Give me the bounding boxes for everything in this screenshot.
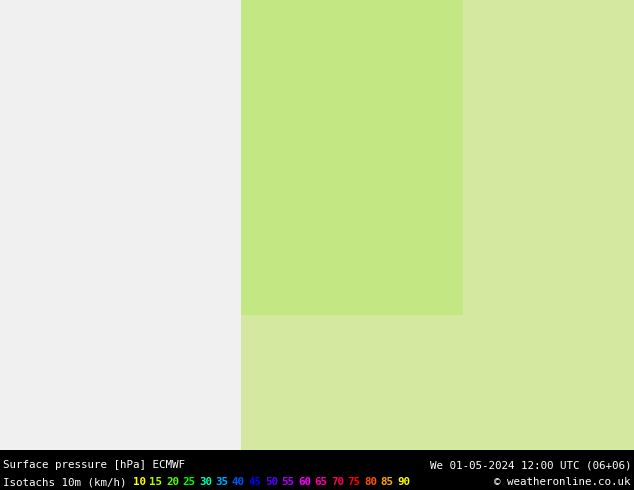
Text: Surface pressure [hPa] ECMWF: Surface pressure [hPa] ECMWF	[3, 460, 185, 470]
Text: 40: 40	[232, 477, 245, 487]
Text: 30: 30	[199, 477, 212, 487]
Text: 70: 70	[331, 477, 344, 487]
Text: 35: 35	[216, 477, 228, 487]
Text: 45: 45	[249, 477, 261, 487]
Text: 10: 10	[133, 477, 146, 487]
Text: We 01-05-2024 12:00 UTC (06+06): We 01-05-2024 12:00 UTC (06+06)	[429, 460, 631, 470]
Text: Isotachs 10m (km/h): Isotachs 10m (km/h)	[3, 477, 127, 487]
Text: 65: 65	[314, 477, 328, 487]
Text: 85: 85	[380, 477, 394, 487]
Bar	[0, 0, 241, 450]
Text: 75: 75	[347, 477, 361, 487]
Text: 80: 80	[364, 477, 377, 487]
Text: 50: 50	[265, 477, 278, 487]
Text: 15: 15	[150, 477, 162, 487]
Text: 20: 20	[166, 477, 179, 487]
Text: 90: 90	[397, 477, 410, 487]
Text: 25: 25	[183, 477, 195, 487]
Bar	[241, 0, 634, 450]
Text: © weatheronline.co.uk: © weatheronline.co.uk	[495, 477, 631, 487]
Text: 55: 55	[281, 477, 295, 487]
Bar	[241, 0, 463, 315]
Text: 60: 60	[298, 477, 311, 487]
